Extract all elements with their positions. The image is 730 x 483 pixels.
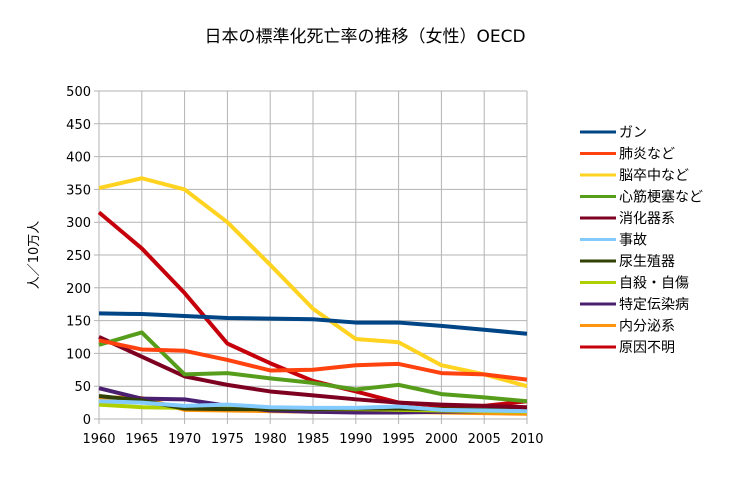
y-tick-label: 350 (66, 183, 91, 198)
x-tick-label: 2000 (425, 432, 458, 447)
legend-label: ガン (619, 125, 647, 141)
legend-label: 内分泌系 (619, 319, 675, 335)
x-tick-label: 1990 (339, 432, 372, 447)
legend-label: 自殺・自傷 (619, 276, 689, 292)
y-tick-label: 50 (74, 380, 91, 395)
y-tick-label: 150 (66, 315, 91, 330)
legend-label: 原因不明 (619, 340, 675, 356)
series-line-0 (98, 311, 528, 336)
x-tick-label: 1965 (125, 432, 158, 447)
y-tick-label: 500 (66, 85, 91, 100)
chart-title: 日本の標準化死亡率の推移（女性）OECD (204, 27, 525, 47)
y-tick-label: 400 (66, 151, 91, 166)
x-tick-label: 1995 (382, 432, 415, 447)
legend-label: 脳卒中など (619, 168, 689, 184)
series-line-3 (98, 330, 528, 404)
x-tick-label: 2005 (468, 432, 501, 447)
grid (94, 90, 528, 424)
y-tick-label: 300 (66, 216, 91, 231)
legend-label: 特定伝染病 (619, 297, 689, 313)
legend-label: 消化器系 (619, 211, 675, 227)
series-lines (97, 176, 528, 416)
legend-label: 事故 (619, 233, 647, 249)
y-tick-label: 100 (66, 347, 91, 362)
series-line-5 (98, 399, 528, 414)
x-tick-label: 1985 (296, 432, 329, 447)
series-line-2 (98, 176, 528, 389)
y-tick-label: 250 (66, 249, 91, 264)
x-tick-label: 1980 (254, 432, 287, 447)
y-tick-label: 450 (66, 118, 91, 133)
tick-labels: 0 50 100 150 200 250 300 350 400 450 500 1960 1965 19… (66, 85, 543, 447)
legend: ガン肺炎など脳卒中など心筋梗塞など消化器系事故尿生殖器自殺・自傷特定伝染病内分泌… (580, 125, 703, 356)
x-tick-label: 1975 (211, 432, 244, 447)
x-tick-label: 1960 (82, 432, 115, 447)
legend-label: 心筋梗塞など (619, 189, 703, 206)
series-line-4 (98, 335, 528, 410)
legend-label: 尿生殖器 (619, 253, 675, 270)
y-tick-label: 0 (83, 413, 91, 428)
y-tick-label: 200 (66, 282, 91, 297)
x-tick-label: 1970 (168, 432, 201, 447)
legend-label: 肺炎など (619, 147, 675, 163)
x-tick-label: 2010 (510, 432, 543, 447)
y-axis-label: 人／10万人 (27, 221, 42, 290)
series-line-1 (98, 338, 528, 382)
